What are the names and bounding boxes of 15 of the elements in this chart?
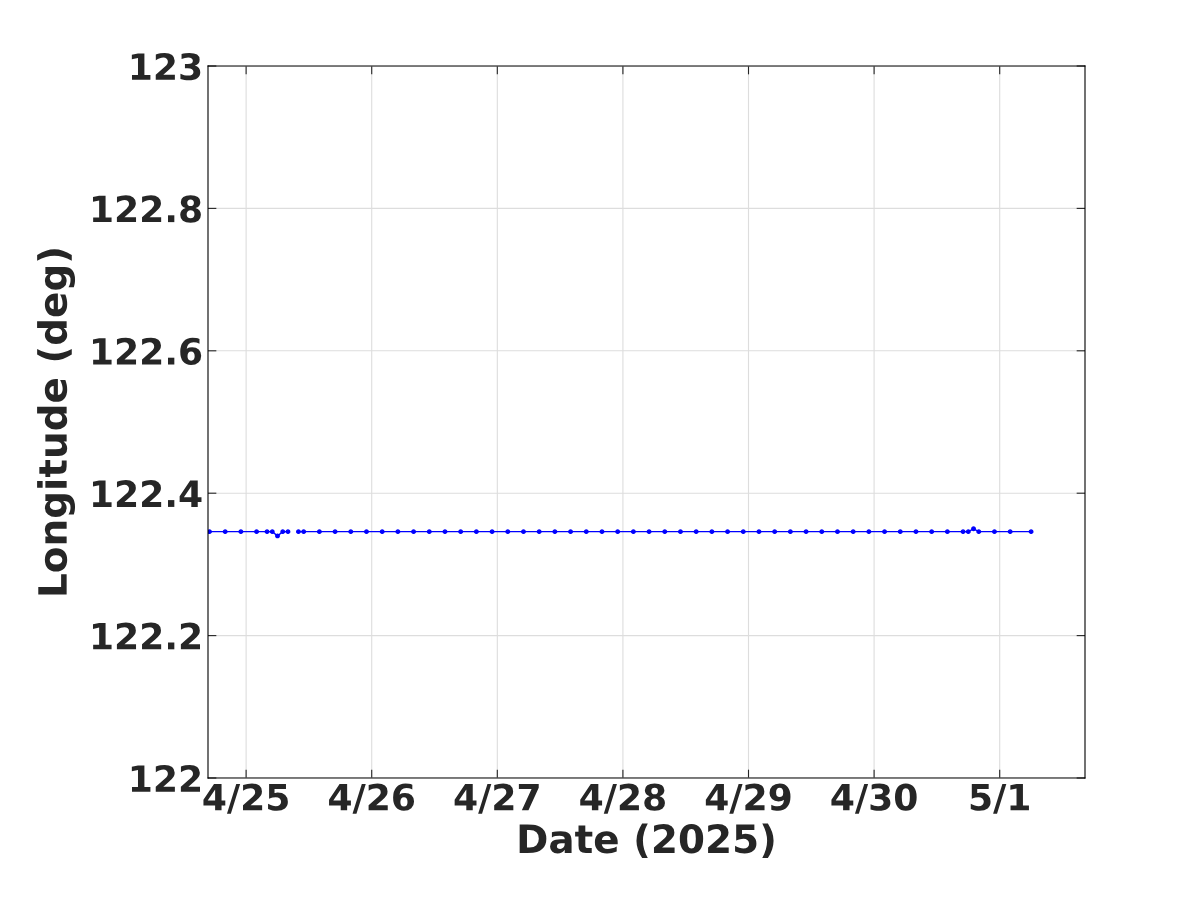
y-axis-title: Longitude (deg)	[37, 249, 76, 595]
x-tick-label: 4/26	[329, 783, 415, 814]
x-tick-label: 4/25	[203, 783, 288, 814]
x-tick-label: 5/1	[970, 783, 1029, 814]
x-tick-label: 4/30	[831, 783, 917, 814]
y-tick-label: 122.8	[92, 195, 201, 223]
y-tick-label: 122	[131, 764, 200, 792]
y-tick-label: 122.4	[92, 480, 202, 507]
x-tick-label: 4/28	[580, 783, 665, 814]
y-tick-label: 122.6	[92, 337, 202, 366]
x-axis-title: Date (2025)	[519, 823, 774, 859]
x-tick-label: 4/27	[454, 783, 539, 814]
y-tick-label: 122.2	[92, 622, 201, 650]
x-tick-label: 4/29	[705, 783, 791, 814]
y-tick-label: 123	[131, 52, 201, 81]
